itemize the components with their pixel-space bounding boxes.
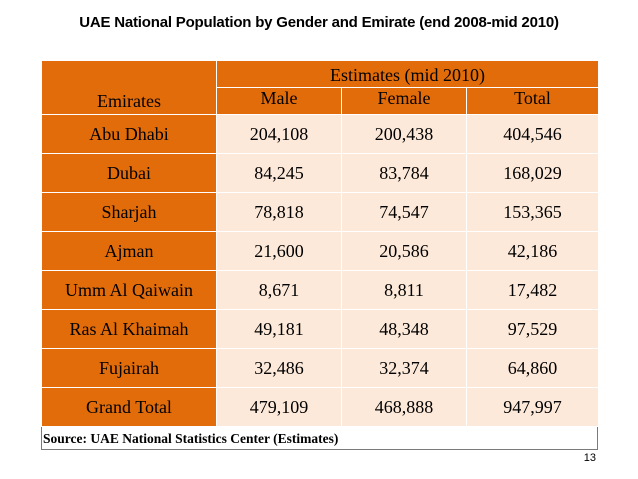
table-row: Fujairah 32,486 32,374 64,860 [41,348,600,388]
emirate-cell: Fujairah [41,348,217,388]
emirate-cell: Ajman [41,231,217,271]
table-row: Abu Dhabi 204,108 200,438 404,546 [41,114,600,154]
table-row: Grand Total 479,109 468,888 947,997 [41,387,600,427]
emirate-cell: Grand Total [41,387,217,427]
chart-title: UAE National Population by Gender and Em… [79,14,559,31]
female-cell: 200,438 [341,114,467,154]
male-cell: 8,671 [216,270,342,310]
table-row: Ras Al Khaimah 49,181 48,348 97,529 [41,309,600,349]
population-table: Emirates Estimates (mid 2010) Male Femal… [41,60,600,427]
estimates-group-header: Estimates (mid 2010) [215,60,600,88]
total-cell: 947,997 [465,387,600,427]
male-cell: 84,245 [216,153,342,193]
page-number: 13 [583,452,596,464]
female-cell: 8,811 [341,270,467,310]
table-row: Sharjah 78,818 74,547 153,365 [41,192,600,232]
total-cell: 17,482 [465,270,600,310]
male-cell: 479,109 [216,387,342,427]
emirate-cell: Sharjah [41,192,217,232]
female-cell: 20,586 [341,231,467,271]
male-header: Male [216,87,342,115]
total-cell: 97,529 [465,309,600,349]
header-row-group: Emirates Estimates (mid 2010) [41,60,600,115]
male-cell: 78,818 [216,192,342,232]
emirates-header: Emirates [41,60,217,115]
male-cell: 204,108 [216,114,342,154]
male-cell: 32,486 [216,348,342,388]
female-header: Female [341,87,467,115]
total-header: Total [465,87,600,115]
header-row-columns: Male Female Total [42,87,600,115]
emirate-cell: Abu Dhabi [41,114,217,154]
total-cell: 153,365 [465,192,600,232]
emirate-cell: Dubai [41,153,217,193]
total-cell: 64,860 [465,348,600,388]
female-cell: 74,547 [341,192,467,232]
table-row: Dubai 84,245 83,784 168,029 [41,153,600,193]
female-cell: 48,348 [341,309,467,349]
female-cell: 32,374 [341,348,467,388]
table-row: Ajman 21,600 20,586 42,186 [41,231,600,271]
female-cell: 83,784 [341,153,467,193]
total-cell: 168,029 [465,153,600,193]
table-row: Umm Al Qaiwain 8,671 8,811 17,482 [41,270,600,310]
female-cell: 468,888 [341,387,467,427]
male-cell: 49,181 [216,309,342,349]
emirate-cell: Ras Al Khaimah [41,309,217,349]
source-note: Source: UAE National Statistics Center (… [43,431,339,446]
total-cell: 42,186 [465,231,600,271]
male-cell: 21,600 [216,231,342,271]
total-cell: 404,546 [465,114,600,154]
emirate-cell: Umm Al Qaiwain [41,270,217,310]
